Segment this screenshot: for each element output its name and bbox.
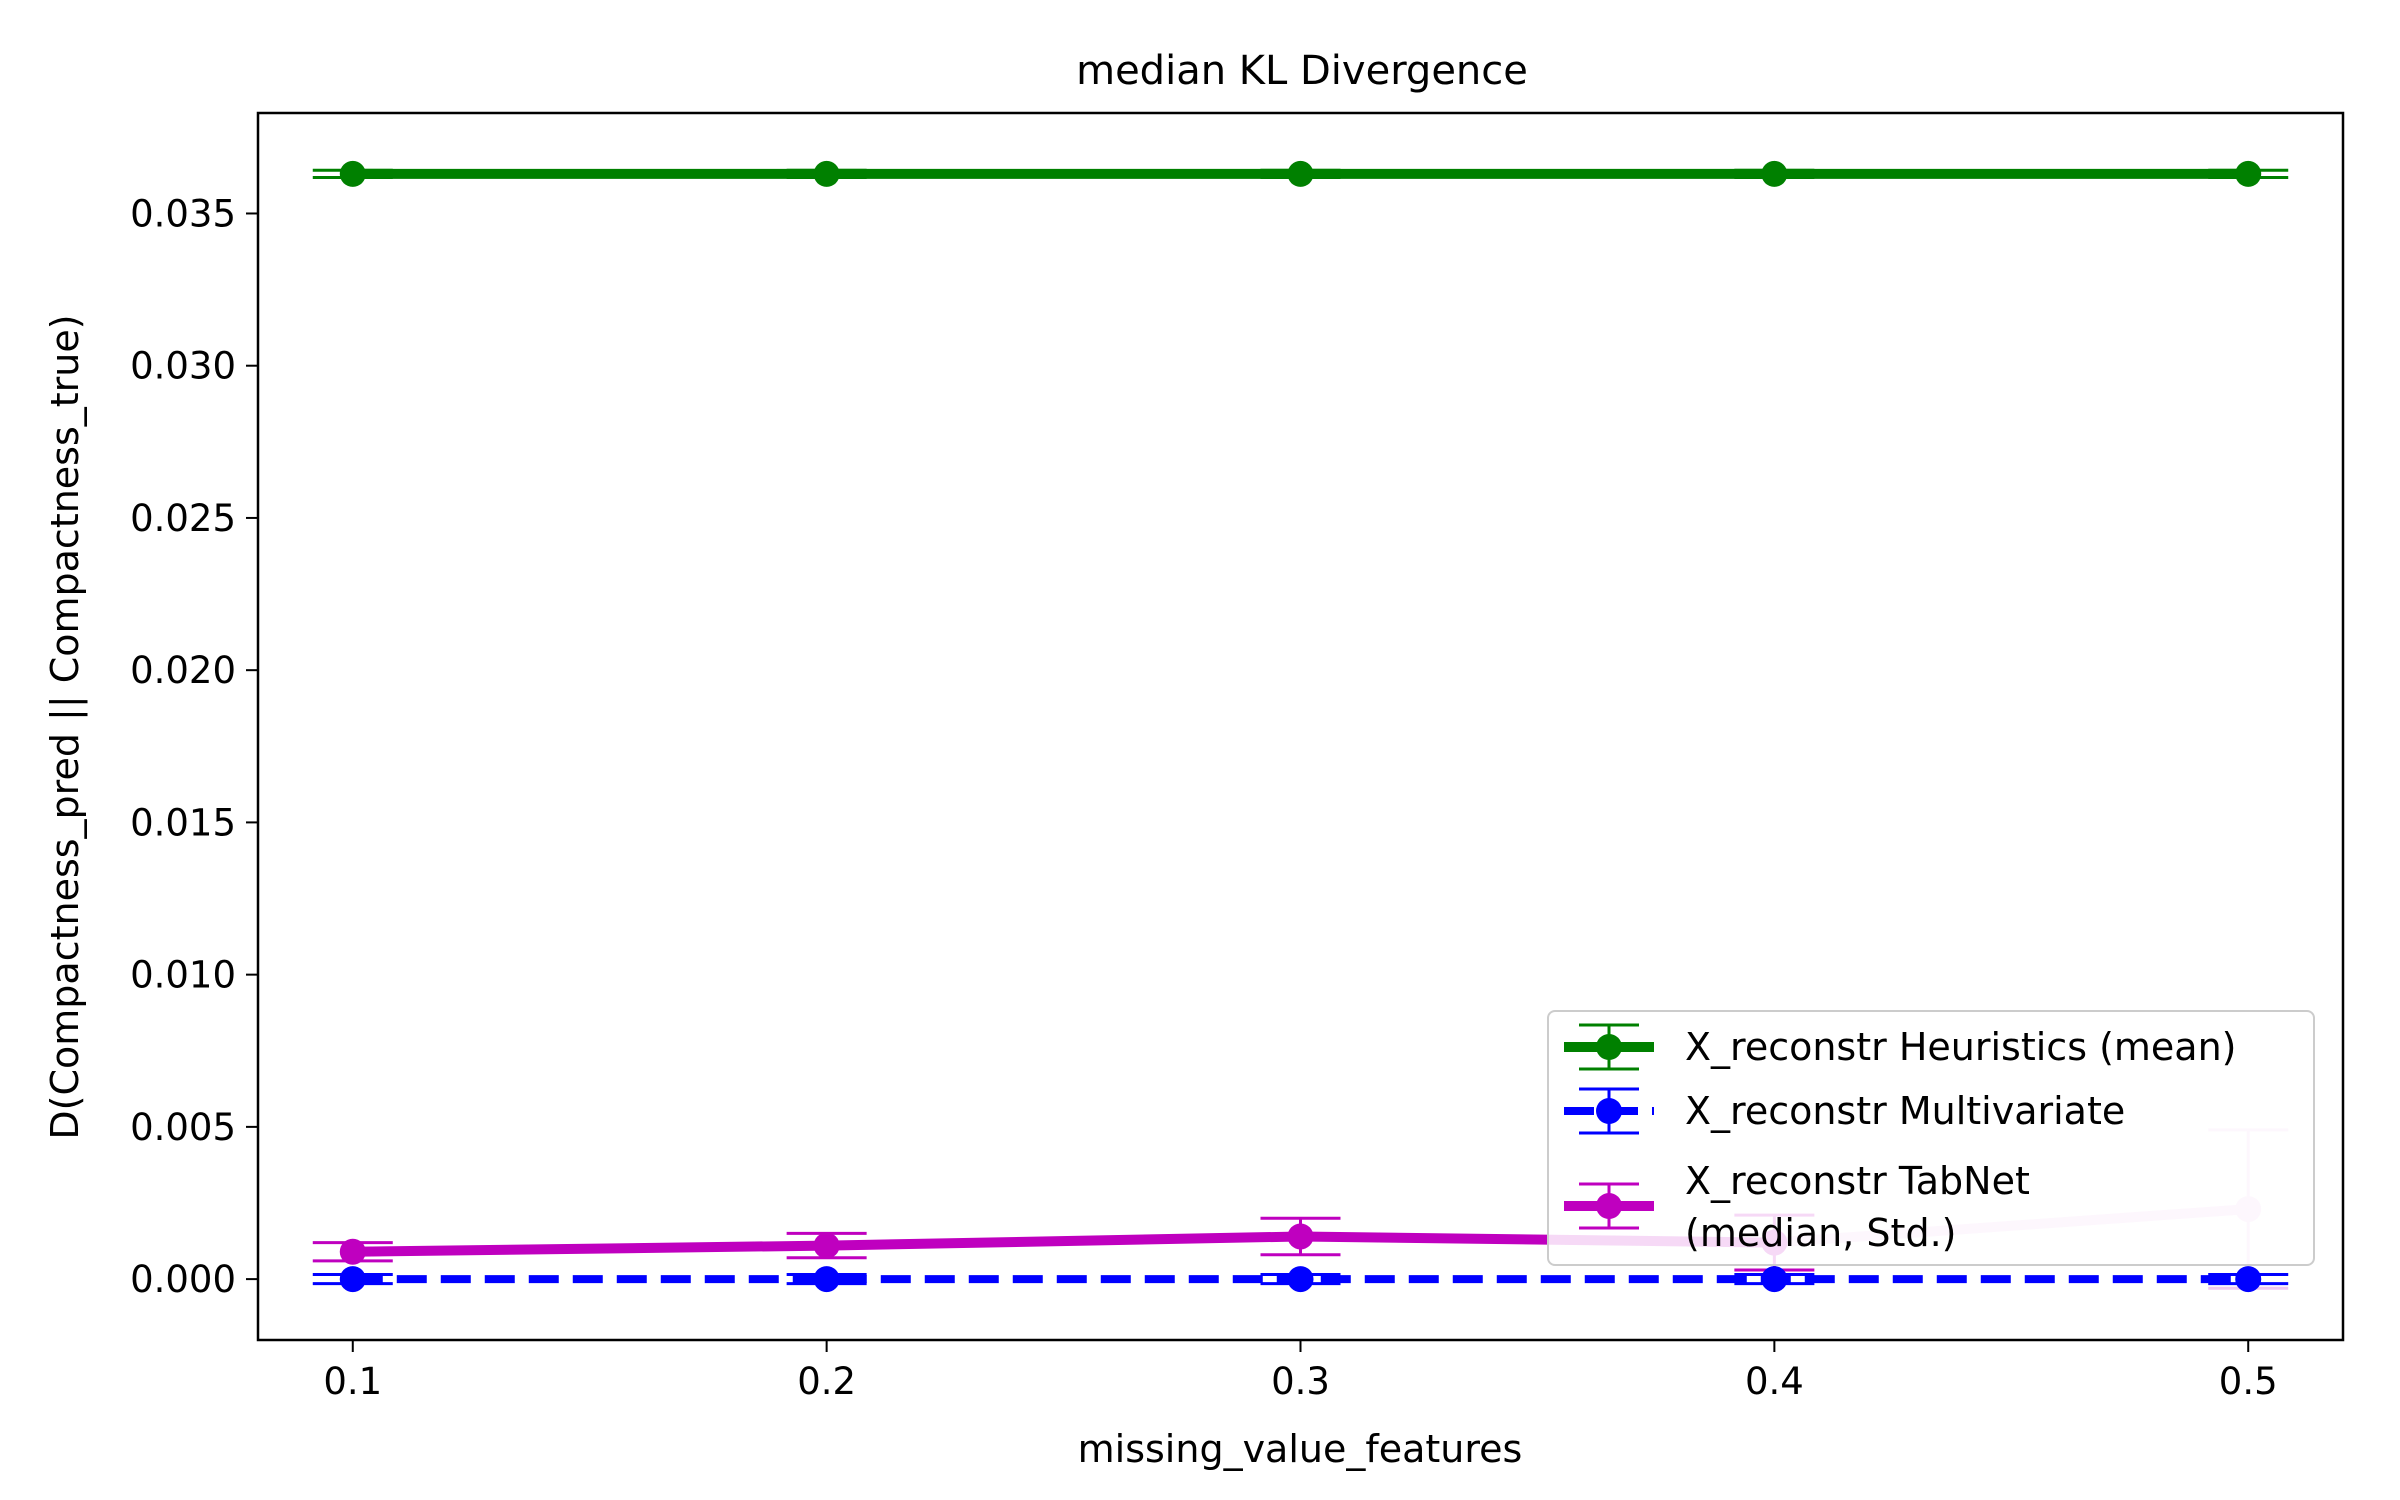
y-axis-label: D(Compactness_pred || Compactness_true) (43, 314, 88, 1139)
x-axis-label: missing_value_features (1078, 1427, 1523, 1471)
chart-title: median KL Divergence (1076, 48, 1528, 94)
heuristics-point (2235, 160, 2262, 187)
legend-marker (1596, 1098, 1622, 1124)
multivariate-point (813, 1266, 840, 1293)
legend-marker (1596, 1193, 1622, 1219)
series-multivariate (312, 1266, 2289, 1293)
tabnet-point (813, 1232, 840, 1259)
y-tick-label: 0.005 (130, 1106, 236, 1149)
x-tick-label: 0.3 (1271, 1360, 1330, 1403)
x-tick-label: 0.4 (1745, 1360, 1804, 1403)
x-tick-label: 0.2 (797, 1360, 856, 1403)
legend: X_reconstr Heuristics (mean) X_reconstr M… (1547, 1010, 2315, 1266)
series-heuristics (312, 160, 2289, 187)
heuristics-point (813, 160, 840, 187)
y-axis: 0.000 0.005 0.010 0.015 0.020 0.025 0.030 0.035 (130, 192, 258, 1301)
heuristics-point (1761, 160, 1788, 187)
legend-label: X_reconstr Multivariate (1685, 1089, 2125, 1133)
tabnet-line (352, 1231, 1775, 1257)
x-tick-label: 0.5 (2219, 1360, 2278, 1403)
y-tick-label: 0.015 (130, 801, 236, 844)
y-tick-label: 0.035 (130, 192, 236, 235)
y-tick-label: 0.000 (130, 1258, 236, 1301)
legend-entry: X_reconstr Multivariate (1564, 1087, 2125, 1135)
y-tick-label: 0.025 (130, 497, 236, 540)
x-axis: 0.1 0.2 0.3 0.4 0.5 (323, 1340, 2278, 1403)
legend-entry: X_reconstr TabNet (median, Std.) (1564, 1159, 2030, 1255)
legend-box (1547, 1010, 2315, 1266)
tabnet-point (339, 1238, 366, 1265)
legend-label: X_reconstr TabNet (median, Std.) (1685, 1159, 2030, 1255)
heuristics-point (339, 160, 366, 187)
y-tick-label: 0.030 (130, 345, 236, 388)
multivariate-point (1761, 1266, 1788, 1293)
y-tick-label: 0.010 (130, 954, 236, 997)
legend-marker (1596, 1034, 1622, 1060)
multivariate-point (2235, 1266, 2262, 1293)
y-tick-label: 0.020 (130, 649, 236, 692)
tabnet-point (1287, 1223, 1314, 1250)
multivariate-point (339, 1266, 366, 1293)
legend-entry: X_reconstr Heuristics (mean) (1564, 1023, 2236, 1071)
heuristics-point (1287, 160, 1314, 187)
x-tick-label: 0.1 (323, 1360, 382, 1403)
multivariate-point (1287, 1266, 1314, 1293)
legend-label: X_reconstr Heuristics (mean) (1685, 1025, 2236, 1069)
